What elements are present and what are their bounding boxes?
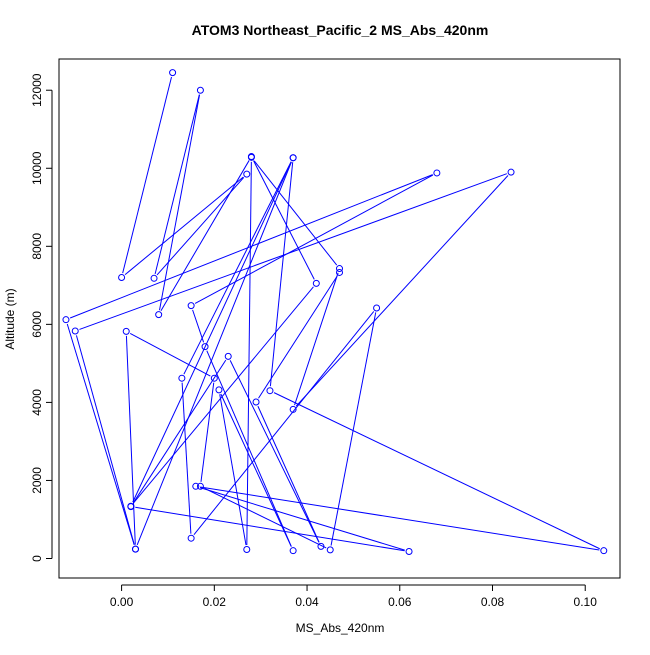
series-segment xyxy=(258,275,338,399)
data-point xyxy=(336,268,343,276)
y-tick-label: 0 xyxy=(30,555,44,562)
data-point xyxy=(62,316,70,324)
series-segment xyxy=(181,382,192,534)
series-segment xyxy=(200,486,600,551)
series-layer xyxy=(62,69,608,555)
data-point xyxy=(215,386,223,394)
data-point xyxy=(210,374,218,382)
series-segment xyxy=(193,311,375,536)
data-point xyxy=(266,387,274,395)
x-tick-label: 0.06 xyxy=(388,595,412,609)
series-segment xyxy=(66,323,135,545)
series-segment xyxy=(133,286,314,504)
x-tick-label: 0.00 xyxy=(110,595,134,609)
y-tick-label: 6000 xyxy=(30,311,44,338)
data-point xyxy=(317,542,325,550)
data-point xyxy=(187,302,195,310)
data-point xyxy=(247,153,255,161)
data-point xyxy=(71,327,79,335)
data-point xyxy=(312,279,320,287)
data-point xyxy=(224,352,232,360)
y-tick-label: 2000 xyxy=(30,467,44,494)
y-tick-label: 4000 xyxy=(30,389,44,416)
series-segment xyxy=(204,487,327,549)
data-point xyxy=(196,482,204,490)
series-segment xyxy=(154,94,200,275)
series-segment xyxy=(253,160,315,280)
data-point xyxy=(187,534,195,542)
series-segment xyxy=(135,506,405,552)
data-point xyxy=(507,168,515,176)
y-axis-title: Altitude (m) xyxy=(3,288,17,349)
data-point xyxy=(289,405,297,413)
data-point xyxy=(243,546,251,554)
y-tick-label: 12000 xyxy=(30,73,44,107)
series-segment xyxy=(160,160,250,311)
x-axis: 0.00 0.02 0.04 0.06 0.08 0.10 xyxy=(110,584,598,609)
series-segment xyxy=(75,335,135,545)
series-segment xyxy=(159,94,201,311)
data-point xyxy=(155,311,163,319)
data-point xyxy=(243,170,251,178)
data-point xyxy=(118,274,126,282)
data-point xyxy=(252,398,260,406)
series-segment xyxy=(69,174,433,319)
plot-frame xyxy=(58,58,621,579)
series-segment xyxy=(129,333,211,377)
data-point xyxy=(289,547,297,555)
series-segment xyxy=(269,162,294,387)
data-point xyxy=(289,154,297,162)
series-segment xyxy=(257,405,320,543)
series-segment xyxy=(219,394,247,546)
data-point xyxy=(433,169,441,177)
x-tick-label: 0.08 xyxy=(481,595,505,609)
data-point xyxy=(169,69,177,77)
series-segment xyxy=(132,359,227,504)
series-segment xyxy=(246,161,252,546)
series-segment xyxy=(200,382,215,482)
data-point xyxy=(150,274,158,282)
data-point xyxy=(405,547,413,555)
data-point xyxy=(373,304,381,312)
series-segment xyxy=(79,173,507,330)
y-axis: 0 2000 4000 6000 8000 10000 12000 xyxy=(30,73,53,562)
series-segment xyxy=(124,176,244,276)
data-point xyxy=(122,327,130,335)
data-point xyxy=(196,86,204,94)
series-segment xyxy=(273,392,600,550)
data-point xyxy=(600,547,608,555)
series-segment xyxy=(220,393,292,547)
data-point xyxy=(326,546,334,554)
x-tick-label: 0.10 xyxy=(574,595,598,609)
series-segment xyxy=(295,175,509,407)
series-segment xyxy=(194,174,434,304)
series-segment xyxy=(330,312,377,546)
x-tick-label: 0.02 xyxy=(203,595,227,609)
series-segment xyxy=(229,360,320,543)
data-point xyxy=(127,503,135,511)
y-tick-label: 8000 xyxy=(30,233,44,260)
data-point xyxy=(201,343,209,351)
series-segment xyxy=(206,350,292,547)
series-segment xyxy=(122,76,172,274)
series-segment xyxy=(253,160,338,266)
x-tick-label: 0.04 xyxy=(295,595,319,609)
series-segment xyxy=(125,335,136,545)
data-point xyxy=(132,545,139,553)
data-point xyxy=(178,374,186,382)
series-segment xyxy=(132,161,292,503)
series-segment xyxy=(136,161,292,546)
series-segment xyxy=(192,309,205,343)
data-point xyxy=(336,265,343,273)
series-segment xyxy=(199,487,405,551)
series-segment xyxy=(183,161,292,375)
chart-title: ATOM3 Northeast_Pacific_2 MS_Abs_420nm xyxy=(192,22,489,38)
x-axis-title: MS_Abs_420nm xyxy=(296,621,385,635)
y-tick-label: 10000 xyxy=(30,151,44,185)
data-point xyxy=(192,482,200,490)
series-segment xyxy=(294,272,339,406)
